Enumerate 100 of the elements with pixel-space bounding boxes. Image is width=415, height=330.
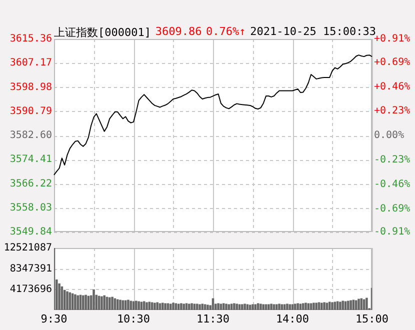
bar <box>366 298 368 310</box>
bar <box>222 303 225 310</box>
bar <box>262 304 264 310</box>
bar <box>236 304 238 310</box>
y-tick-label: 3582.60 <box>10 130 52 142</box>
bar <box>350 300 352 310</box>
bar <box>204 304 206 310</box>
bar <box>254 304 257 310</box>
bar <box>92 289 95 310</box>
bar <box>140 302 143 310</box>
bar <box>169 304 172 310</box>
bar <box>286 304 288 310</box>
bar <box>146 302 148 310</box>
y2-tick-label: +0.46% <box>374 81 410 92</box>
bar <box>302 303 304 310</box>
bar <box>82 295 84 310</box>
bar <box>256 303 260 310</box>
bar <box>248 304 252 310</box>
bar <box>193 304 196 310</box>
bar <box>312 302 315 310</box>
bar <box>328 302 331 310</box>
bar <box>74 294 76 310</box>
y2-tick-label: -0.23% <box>374 154 410 166</box>
x-tick-label: 11:30 <box>196 312 230 326</box>
bar <box>299 304 302 310</box>
bar <box>241 304 244 310</box>
y2-tick-label: 0.00% <box>374 130 404 142</box>
bar <box>334 302 336 310</box>
bar <box>323 302 326 310</box>
bar <box>185 303 188 310</box>
bar <box>294 304 296 310</box>
bar <box>220 304 222 310</box>
bar <box>318 302 320 310</box>
bar <box>288 304 291 310</box>
text: 3609.86 <box>155 25 202 40</box>
y2-tick-label: -0.46% <box>374 178 410 190</box>
text: 2021-10-25 15:00:33 <box>250 25 376 38</box>
y-tick-label: 4173696 <box>10 284 52 295</box>
bar <box>172 302 174 310</box>
y2-tick-label: +0.23% <box>374 106 410 117</box>
bar <box>103 295 106 310</box>
bar <box>315 302 318 310</box>
y-tick-label: 3558.03 <box>10 202 52 214</box>
bar <box>206 304 209 310</box>
y2-tick-label: +0.91% <box>374 34 410 45</box>
bar <box>310 303 312 310</box>
text: 0.76%↑ <box>206 25 246 40</box>
bar <box>158 303 162 310</box>
bar <box>283 304 286 310</box>
bar <box>201 304 204 310</box>
bar <box>264 304 268 310</box>
bar <box>326 302 328 310</box>
y-tick-label: 3598.98 <box>10 82 52 93</box>
bar <box>228 304 230 310</box>
x-tick-label: 10:30 <box>116 312 150 326</box>
bar <box>76 295 79 310</box>
bar <box>196 304 198 310</box>
y-tick-label: 8347391 <box>10 263 52 274</box>
bar <box>164 303 166 310</box>
bar <box>58 283 60 310</box>
y-tick-label: 12521087 <box>4 242 52 254</box>
bar <box>182 304 185 310</box>
bar <box>331 302 334 310</box>
bar <box>108 297 111 310</box>
y2-tick-label: +0.69% <box>374 56 410 68</box>
bar <box>238 304 241 310</box>
y-tick-label: 3566.22 <box>10 178 52 190</box>
bar <box>188 304 190 310</box>
bar <box>166 303 170 310</box>
bar <box>268 304 270 310</box>
bar <box>278 304 280 310</box>
bar <box>150 302 154 310</box>
bar <box>270 304 272 310</box>
bar <box>347 300 350 310</box>
bar <box>296 303 299 310</box>
bar <box>138 301 140 310</box>
x-tick-label: 14:00 <box>276 312 310 326</box>
y-tick-label: 3615.36 <box>10 34 52 45</box>
bar <box>246 304 249 310</box>
bar <box>190 303 193 310</box>
bar <box>342 300 344 310</box>
bar <box>307 303 310 310</box>
y2-tick-label: -0.69% <box>374 203 410 214</box>
bar <box>225 304 228 310</box>
x-tick-label: 15:00 <box>355 312 389 326</box>
x-tick-label: 9:30 <box>40 312 68 326</box>
bar <box>230 304 233 310</box>
bar <box>66 291 68 310</box>
bar <box>198 304 201 310</box>
bar <box>177 304 180 310</box>
y-tick-label: 3574.41 <box>10 154 52 166</box>
bar <box>100 296 103 310</box>
y-tick-label: 3607.17 <box>10 58 52 69</box>
bar <box>244 304 246 310</box>
bar <box>260 304 262 310</box>
bar <box>111 296 114 310</box>
chart-title: 上证指数[000001] <box>54 25 151 40</box>
bar <box>252 304 254 310</box>
bar <box>156 302 158 310</box>
bar <box>162 302 164 310</box>
